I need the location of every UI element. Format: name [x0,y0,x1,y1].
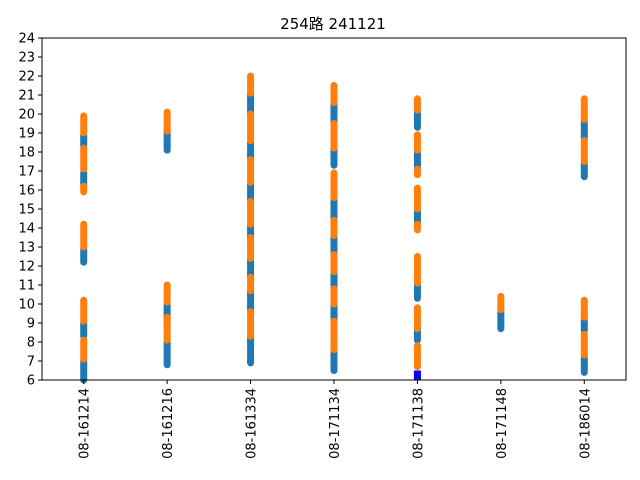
x-tick-label-1: 08-161216 [161,388,176,459]
y-tick-label-7: 7 [27,355,35,370]
x-tick-label-2: 08-161334 [245,388,260,459]
x-tick-label-5: 08-171148 [495,388,510,459]
y-tick-label-13: 13 [18,241,35,256]
y-tick-label-22: 22 [18,70,35,85]
y-tick-label-24: 24 [18,32,35,47]
y-tick-label-19: 19 [18,127,35,142]
x-tick-label-0: 08-161214 [78,388,93,459]
y-tick-label-16: 16 [18,184,35,199]
y-tick-label-11: 11 [18,279,35,294]
y-tick-label-17: 17 [18,165,35,180]
data-marks [80,72,588,384]
x-tick-label-6: 08-186014 [578,388,593,459]
y-axis: 6 7 8 9 10 11 12 13 14 15 16 17 18 19 20 21 22 23 24 [18,32,42,389]
y-tick-label-18: 18 [18,146,35,161]
x-axis: 08-161214 08-161216 08-161334 08-171134 08-1… [78,380,593,459]
x-tick-label-3: 08-171134 [328,388,343,459]
y-tick-label-6: 6 [27,374,35,389]
y-tick-label-23: 23 [18,51,35,66]
y-tick-label-15: 15 [18,203,35,218]
y-tick-label-20: 20 [18,108,35,123]
chart-title: 254路 241121 [280,15,386,33]
y-tick-label-8: 8 [27,336,35,351]
y-tick-label-14: 14 [18,222,35,237]
y-tick-label-12: 12 [18,260,35,275]
y-tick-label-10: 10 [18,298,35,313]
x-tick-label-4: 08-171138 [411,388,426,459]
y-tick-label-21: 21 [18,89,35,104]
y-tick-label-9: 9 [27,317,35,332]
